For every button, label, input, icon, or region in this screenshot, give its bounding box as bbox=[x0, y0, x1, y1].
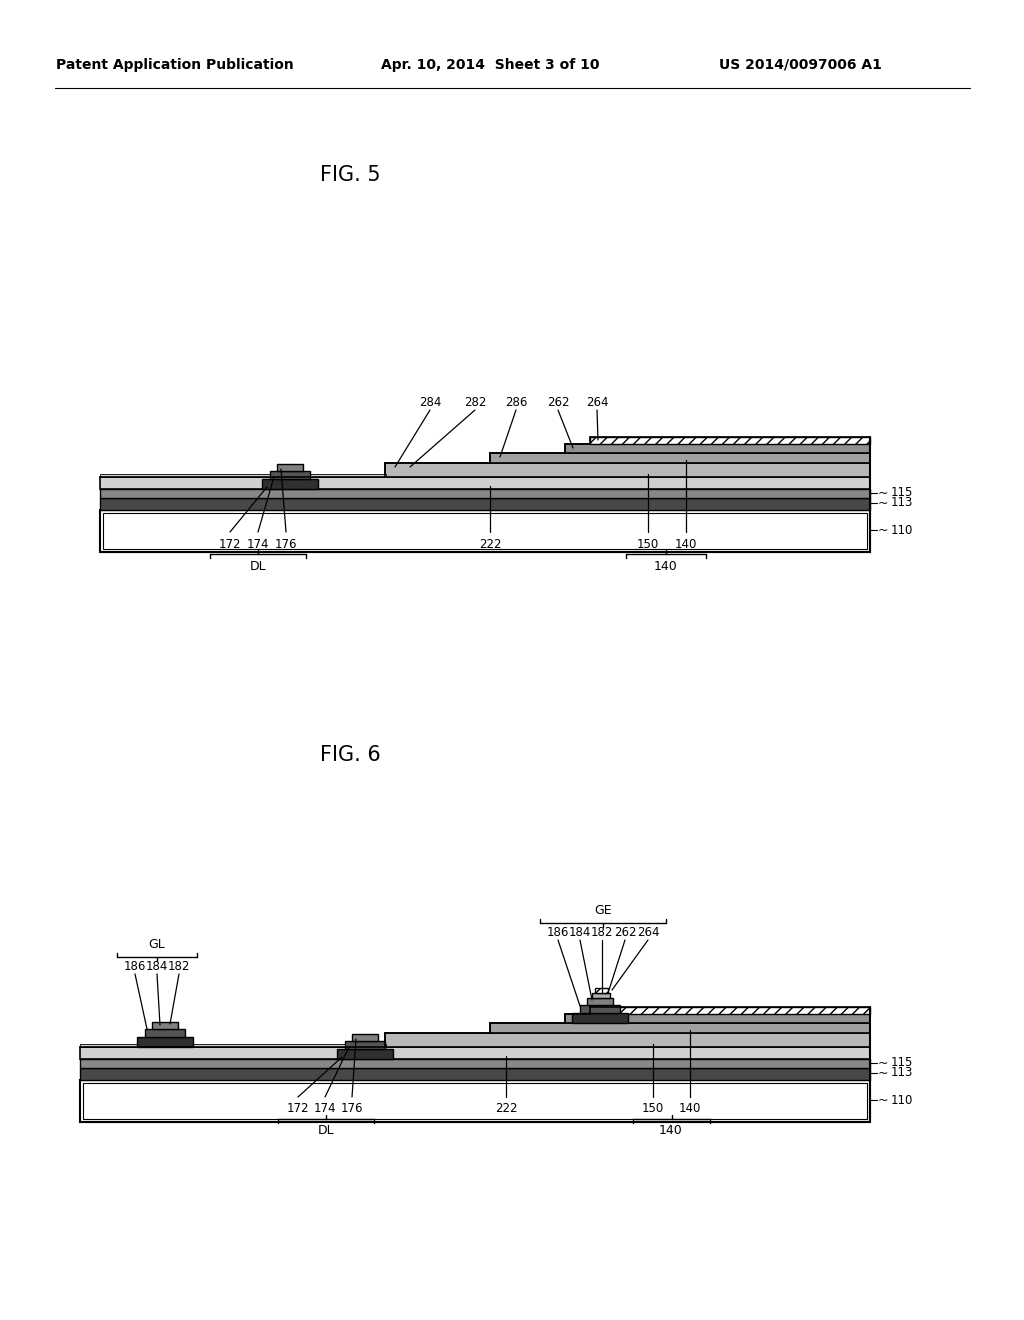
Text: 176: 176 bbox=[274, 537, 297, 550]
Bar bbox=[590, 1007, 870, 1014]
Bar bbox=[592, 993, 610, 998]
Text: 264: 264 bbox=[637, 927, 659, 940]
Text: 264: 264 bbox=[586, 396, 608, 409]
Text: 174: 174 bbox=[313, 1102, 336, 1115]
Bar bbox=[80, 1080, 870, 1122]
Text: GE: GE bbox=[594, 904, 611, 917]
Text: 150: 150 bbox=[642, 1102, 665, 1115]
Text: 284: 284 bbox=[419, 396, 441, 409]
Bar bbox=[80, 1068, 870, 1080]
Bar bbox=[103, 513, 867, 549]
Bar bbox=[137, 1038, 193, 1047]
Bar bbox=[352, 1034, 378, 1041]
Bar bbox=[270, 471, 310, 479]
Text: ~: ~ bbox=[878, 524, 889, 536]
Text: 222: 222 bbox=[479, 537, 502, 550]
Bar bbox=[152, 1022, 178, 1030]
Text: GL: GL bbox=[148, 939, 165, 952]
Bar bbox=[278, 465, 303, 471]
Bar bbox=[80, 1059, 870, 1068]
Text: 262: 262 bbox=[613, 927, 636, 940]
Text: 140: 140 bbox=[659, 1125, 683, 1138]
Bar bbox=[100, 510, 870, 552]
Text: DL: DL bbox=[250, 560, 266, 573]
Bar bbox=[595, 987, 608, 993]
Text: 110: 110 bbox=[891, 1093, 913, 1106]
Text: FIG. 6: FIG. 6 bbox=[319, 744, 380, 766]
Bar bbox=[565, 1014, 870, 1023]
Bar bbox=[80, 1047, 870, 1059]
Text: 184: 184 bbox=[568, 927, 591, 940]
Text: 174: 174 bbox=[247, 537, 269, 550]
Text: 182: 182 bbox=[168, 961, 190, 974]
Text: 150: 150 bbox=[637, 537, 659, 550]
Text: 262: 262 bbox=[547, 396, 569, 409]
Text: 186: 186 bbox=[124, 961, 146, 974]
Text: ~: ~ bbox=[878, 496, 889, 510]
Text: 182: 182 bbox=[591, 927, 613, 940]
Bar bbox=[580, 1005, 620, 1012]
Bar bbox=[590, 437, 870, 444]
Bar bbox=[565, 444, 870, 453]
Text: 140: 140 bbox=[675, 537, 697, 550]
Text: 113: 113 bbox=[891, 496, 913, 510]
Text: 113: 113 bbox=[891, 1067, 913, 1080]
Bar bbox=[385, 463, 870, 477]
Text: 282: 282 bbox=[464, 396, 486, 409]
Text: 286: 286 bbox=[505, 396, 527, 409]
Text: 140: 140 bbox=[679, 1102, 701, 1115]
Text: 186: 186 bbox=[547, 927, 569, 940]
Text: Patent Application Publication: Patent Application Publication bbox=[56, 58, 294, 73]
Text: US 2014/0097006 A1: US 2014/0097006 A1 bbox=[719, 58, 882, 73]
Bar bbox=[337, 1049, 393, 1059]
Text: Apr. 10, 2014  Sheet 3 of 10: Apr. 10, 2014 Sheet 3 of 10 bbox=[381, 58, 599, 73]
Text: 172: 172 bbox=[287, 1102, 309, 1115]
Text: 172: 172 bbox=[219, 537, 242, 550]
Text: 222: 222 bbox=[495, 1102, 517, 1115]
Bar bbox=[100, 498, 870, 510]
Text: 184: 184 bbox=[145, 961, 168, 974]
Bar bbox=[345, 1041, 385, 1049]
Text: 115: 115 bbox=[891, 1056, 913, 1069]
Bar bbox=[100, 488, 870, 498]
Text: 115: 115 bbox=[891, 487, 913, 499]
Bar bbox=[490, 453, 870, 463]
Text: ~: ~ bbox=[878, 1067, 889, 1080]
Bar bbox=[587, 998, 613, 1005]
Bar bbox=[145, 1030, 185, 1038]
Bar bbox=[83, 1082, 867, 1119]
Text: ~: ~ bbox=[878, 487, 889, 499]
Text: 176: 176 bbox=[341, 1102, 364, 1115]
Bar bbox=[385, 1034, 870, 1047]
Text: 110: 110 bbox=[891, 524, 913, 536]
Text: 140: 140 bbox=[654, 560, 678, 573]
Text: ~: ~ bbox=[878, 1056, 889, 1069]
Text: DL: DL bbox=[317, 1125, 334, 1138]
Bar bbox=[80, 1044, 386, 1047]
Bar bbox=[262, 479, 318, 488]
Bar bbox=[490, 1023, 870, 1034]
Bar bbox=[100, 474, 386, 477]
Bar bbox=[572, 1012, 628, 1023]
Text: FIG. 5: FIG. 5 bbox=[319, 165, 380, 185]
Text: ~: ~ bbox=[878, 1093, 889, 1106]
Bar bbox=[100, 477, 870, 488]
